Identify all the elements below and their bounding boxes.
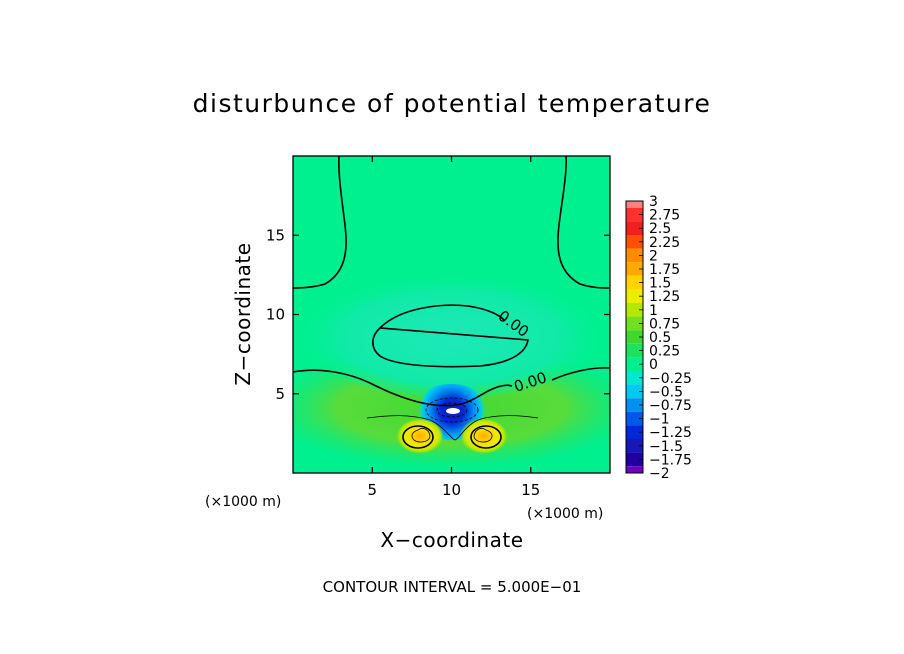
colorbar-label: 2.75 bbox=[649, 208, 680, 224]
contour-line-thin-band bbox=[366, 415, 539, 441]
cool-region bbox=[301, 278, 601, 398]
colorbar-label: 2 bbox=[649, 248, 658, 264]
colorbar-swatch bbox=[626, 371, 643, 385]
contour-lines-thin bbox=[366, 397, 539, 443]
colorbar-label: 2.25 bbox=[649, 235, 680, 251]
colorbar-swatch bbox=[626, 330, 643, 344]
colorbar-swatch bbox=[626, 316, 643, 331]
contour-line-upper-left bbox=[293, 156, 347, 289]
colorbar-swatch bbox=[626, 357, 643, 371]
contour-line-upper-right bbox=[557, 156, 610, 289]
contour-line-warm-left bbox=[402, 425, 434, 449]
axis-ticks: 5 10 15 5 10 15 bbox=[266, 156, 610, 499]
contour-field: 0.00 0.00 bbox=[293, 156, 610, 473]
colorbar-swatch bbox=[626, 452, 643, 467]
colorbar-swatch bbox=[626, 275, 643, 290]
colorbar-label: −0.5 bbox=[649, 384, 683, 400]
colorbar-swatch bbox=[626, 303, 643, 317]
colorbar-label: 0.25 bbox=[649, 344, 680, 360]
colorbar-label: −1 bbox=[649, 412, 670, 428]
contour-line-warm-right bbox=[470, 425, 502, 449]
colorbar-label: −1.5 bbox=[649, 439, 683, 455]
colorbar-label: 1 bbox=[649, 303, 658, 319]
contour-lines bbox=[293, 156, 610, 449]
contour-line-negative-inner bbox=[436, 402, 468, 418]
colorbar-label: −1.25 bbox=[649, 425, 692, 441]
colorbar-label: −2 bbox=[649, 466, 670, 482]
contour-line-zero-loop bbox=[372, 304, 529, 368]
colorbar-label: 0 bbox=[649, 357, 658, 373]
colorbar-swatch bbox=[626, 466, 643, 473]
colorbar-swatch bbox=[626, 262, 643, 276]
y-tick-label: 5 bbox=[275, 385, 285, 403]
x-axis-unit: (×1000 m) bbox=[527, 506, 603, 522]
colorbar-swatch bbox=[626, 384, 643, 399]
colorbar-label: −0.25 bbox=[649, 371, 692, 387]
x-tick-label: 15 bbox=[521, 481, 540, 499]
contour-line-thin-right bbox=[473, 428, 493, 443]
colorbar-swatch bbox=[626, 398, 643, 412]
minimum-marker bbox=[446, 408, 460, 414]
colorbar-swatch bbox=[626, 425, 643, 439]
colorbar-label: 0.75 bbox=[649, 316, 680, 332]
colorbar-swatch bbox=[626, 207, 643, 222]
colorbar: 32.752.52.2521.751.51.2510.750.50.250−0.… bbox=[625, 194, 692, 482]
colorbar-swatch bbox=[626, 248, 643, 263]
x-tick-label: 10 bbox=[442, 481, 461, 499]
colorbar-label: −0.75 bbox=[649, 398, 692, 414]
colorbar-swatch bbox=[626, 221, 643, 235]
colorbar-label: 0.5 bbox=[649, 330, 671, 346]
x-tick-label: 5 bbox=[367, 481, 377, 499]
colorbar-label: 1.5 bbox=[649, 276, 671, 292]
colorbar-swatch bbox=[626, 343, 643, 358]
colorbar-swatch bbox=[626, 201, 643, 208]
x-axis-label: X−coordinate bbox=[380, 528, 523, 552]
colorbar-swatch bbox=[626, 411, 643, 426]
colorbar-label: 3 bbox=[649, 194, 658, 210]
chart-title: disturbunce of potential temperature bbox=[193, 89, 712, 118]
colorbar-label: 2.5 bbox=[649, 221, 671, 237]
y-axis-unit: (×1000 m) bbox=[205, 494, 281, 510]
y-tick-label: 10 bbox=[266, 306, 285, 324]
y-tick-label: 15 bbox=[266, 226, 285, 244]
y-axis-label: Z−coordinate bbox=[231, 242, 255, 385]
colorbar-swatch bbox=[626, 235, 643, 249]
contour-interval-note: CONTOUR INTERVAL = 5.000E−01 bbox=[323, 578, 582, 596]
colorbar-label: 1.75 bbox=[649, 262, 680, 278]
contour-line-negative-outer bbox=[425, 397, 479, 423]
colorbar-swatch bbox=[626, 439, 643, 453]
colorbar-swatch bbox=[626, 289, 643, 303]
colorbar-label: −1.75 bbox=[649, 452, 692, 468]
contour-line-thin-left bbox=[411, 428, 431, 443]
colorbar-label: 1.25 bbox=[649, 289, 680, 305]
